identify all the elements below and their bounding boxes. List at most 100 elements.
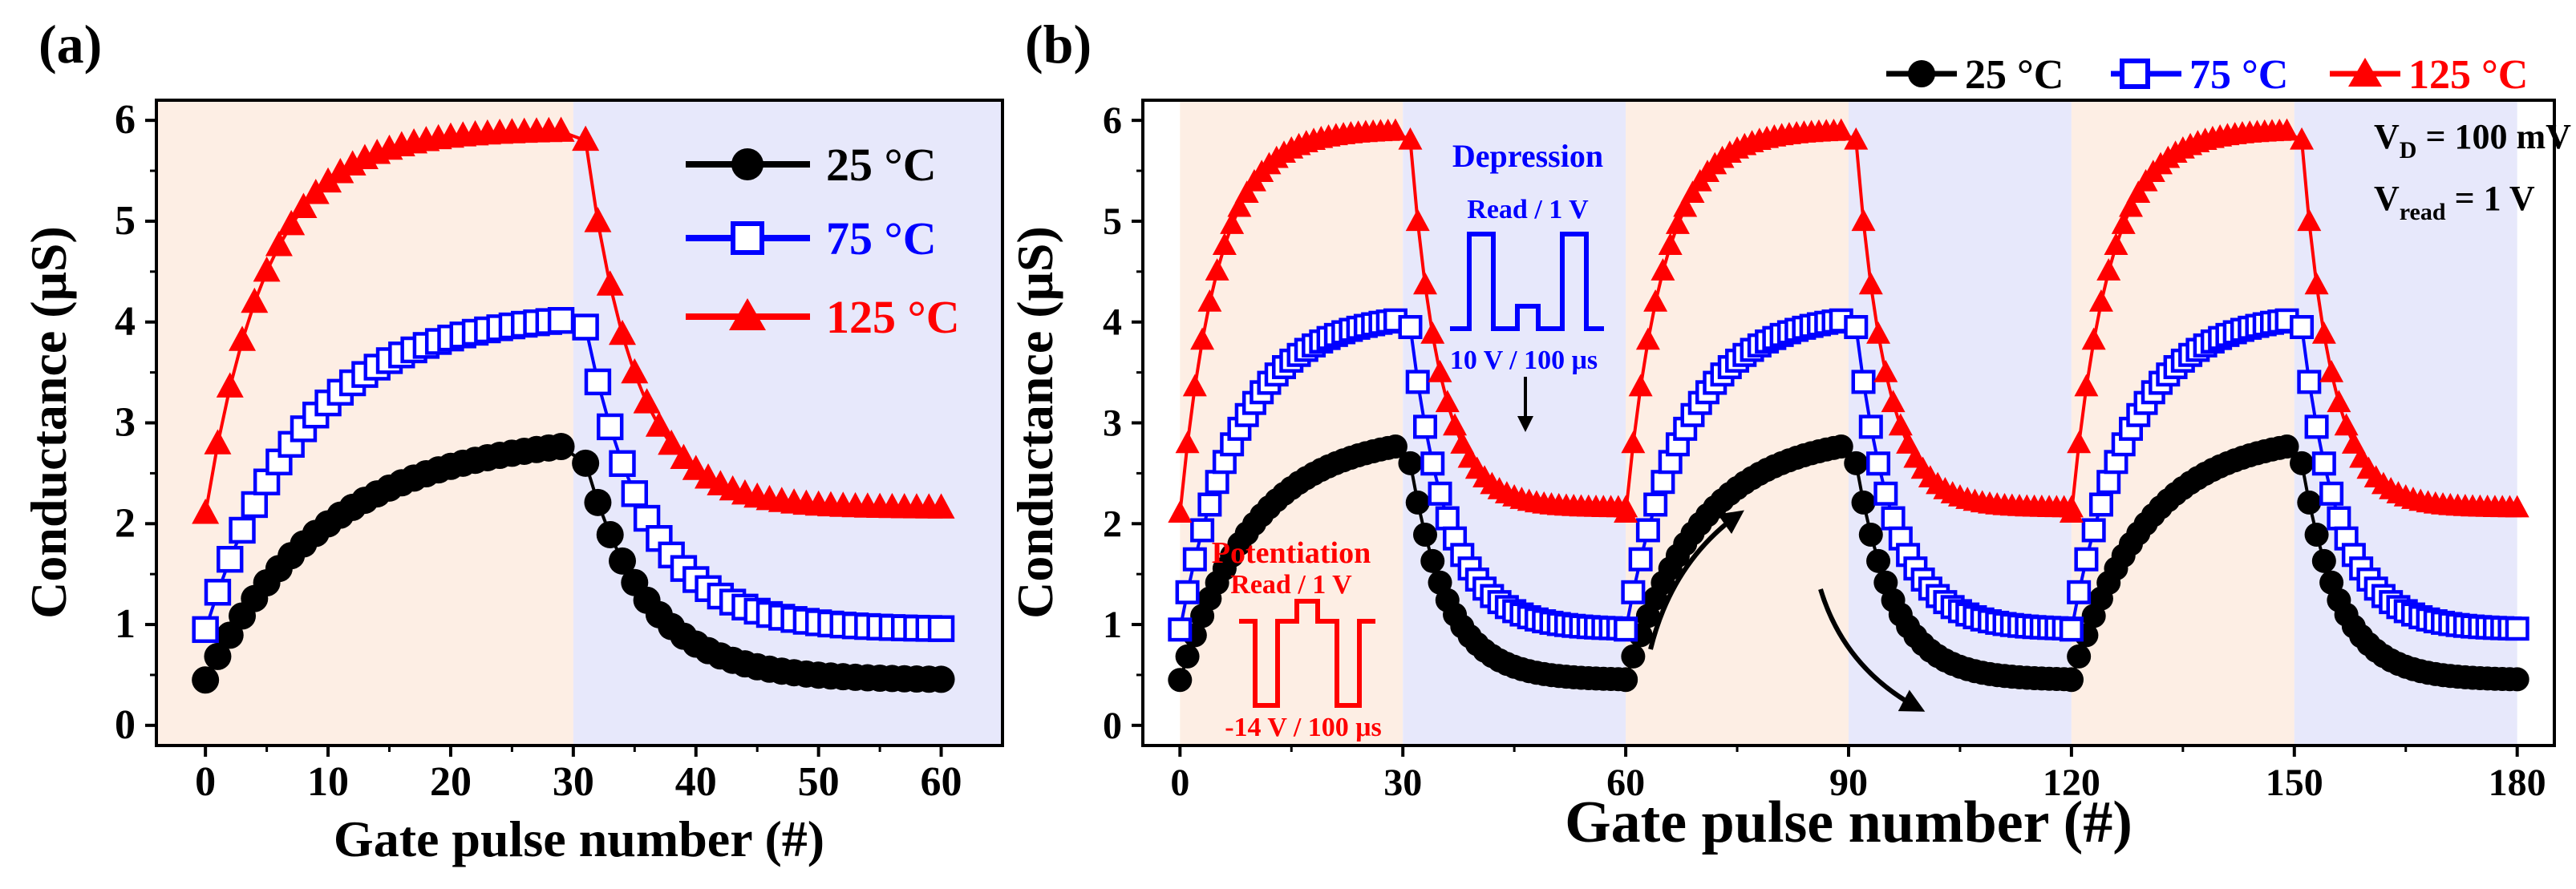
b-point-75 bbox=[1643, 492, 1668, 517]
b-region-potentiation bbox=[1180, 100, 1403, 746]
b-point-25 bbox=[1614, 668, 1638, 693]
y-tick-label: 5 bbox=[1103, 200, 1122, 243]
legend-marker-125 bbox=[729, 298, 766, 330]
b-point-75 bbox=[1614, 617, 1638, 642]
b-point-125 bbox=[1168, 500, 1193, 523]
b-point-125 bbox=[1680, 180, 1705, 203]
b-point-25 bbox=[2304, 522, 2329, 547]
x-tick-label: 120 bbox=[2043, 762, 2100, 804]
a-point-125 bbox=[645, 411, 673, 437]
b-point-125 bbox=[1197, 289, 1222, 312]
y-tick-label: 6 bbox=[1103, 99, 1122, 142]
b-point-75 bbox=[1428, 481, 1452, 506]
b-point-125 bbox=[1443, 413, 1468, 436]
b-point-125 bbox=[1405, 208, 1430, 232]
b-point-125 bbox=[1450, 431, 1475, 454]
legend-entry-75: 75 °C bbox=[686, 212, 937, 265]
b-point-75 bbox=[1858, 414, 1883, 439]
b-point-25 bbox=[2067, 644, 2092, 669]
b-point-125 bbox=[1651, 258, 1675, 281]
b-point-25 bbox=[1621, 644, 1646, 669]
b-point-125 bbox=[1881, 390, 1906, 413]
a-point-75 bbox=[621, 480, 649, 507]
b-point-125 bbox=[1829, 118, 1853, 141]
legend-marker-25 bbox=[731, 148, 763, 180]
a-point-125 bbox=[241, 287, 269, 313]
panel-b: 0 30 60 90 120 150 180 0 1 2 3 4 5 6 (b) Gate pulse n… bbox=[1007, 14, 2571, 855]
b-point-25 bbox=[1851, 490, 1876, 515]
panel-a: 0 10 20 30 40 50 60 0 1 2 3 4 5 6 (a) Gate pulse numb… bbox=[20, 14, 1004, 867]
b-point-125 bbox=[2067, 430, 2092, 454]
b-point-125 bbox=[1851, 208, 1876, 232]
b-point-125 bbox=[1858, 272, 1883, 295]
panel-b-xlabel: Gate pulse number (#) bbox=[1565, 790, 2132, 855]
y-tick-label: 3 bbox=[115, 400, 136, 446]
x-tick-label: 90 bbox=[1829, 762, 1868, 804]
b-point-25 bbox=[1866, 548, 1891, 573]
b-point-75 bbox=[1168, 617, 1193, 642]
potentiation-inset: Potentiation Read / 1 V -14 V / 100 μs bbox=[1212, 536, 1382, 742]
b-point-125 bbox=[1413, 272, 1437, 295]
panel-a-label: (a) bbox=[38, 14, 102, 75]
x-tick-label: 30 bbox=[553, 759, 594, 805]
b-point-75 bbox=[2096, 470, 2121, 495]
b-point-125 bbox=[2088, 289, 2113, 312]
y-tick-label: 0 bbox=[115, 702, 136, 748]
b-point-125 bbox=[1383, 118, 1407, 141]
b-point-125 bbox=[2274, 118, 2299, 141]
b-point-75 bbox=[1435, 506, 1460, 531]
a-point-125 bbox=[265, 230, 293, 257]
a-point-125 bbox=[216, 372, 244, 398]
b-point-75 bbox=[1873, 481, 1898, 506]
b-point-125 bbox=[2334, 413, 2359, 436]
x-tick-label: 50 bbox=[798, 759, 840, 805]
x-tick-label: 20 bbox=[430, 759, 472, 805]
a-point-125 bbox=[621, 358, 649, 384]
a-point-125 bbox=[633, 388, 661, 414]
depression-waveform bbox=[1450, 232, 1604, 331]
depression-inset: Depression Read / 1 V 10 V / 100 μs bbox=[1450, 138, 1604, 432]
b-point-125 bbox=[1234, 180, 1259, 203]
b-point-75 bbox=[1205, 470, 1229, 495]
b-point-25 bbox=[2059, 668, 2084, 693]
y-tick-label: 6 bbox=[115, 97, 136, 143]
y-tick-label: 2 bbox=[115, 500, 136, 546]
x-tick-label: 40 bbox=[675, 759, 717, 805]
b-point-125 bbox=[1844, 127, 1869, 150]
a-point-75 bbox=[547, 306, 575, 334]
b-point-125 bbox=[2096, 258, 2121, 281]
panel-b-series bbox=[1168, 118, 2529, 693]
b-point-75 bbox=[1405, 370, 1430, 394]
b-point-75 bbox=[1420, 451, 1445, 476]
potentiation-pulse-label: -14 V / 100 μs bbox=[1225, 713, 1382, 742]
b-point-125 bbox=[1873, 360, 1898, 382]
b-point-125 bbox=[2297, 208, 2322, 232]
b-point-75 bbox=[2505, 616, 2529, 641]
b-point-125 bbox=[1888, 413, 1913, 436]
a-region-depression bbox=[573, 100, 1002, 746]
a-point-25 bbox=[204, 642, 232, 670]
b-point-125 bbox=[1205, 258, 1229, 281]
a-point-25 bbox=[596, 520, 624, 548]
a-point-75 bbox=[584, 368, 612, 396]
a-point-75 bbox=[229, 516, 256, 544]
x-tick-label: 0 bbox=[1170, 762, 1189, 804]
x-tick-label: 30 bbox=[1383, 762, 1422, 804]
b-point-125 bbox=[1628, 374, 1653, 397]
panel-a-frame bbox=[155, 99, 1004, 747]
b-point-25 bbox=[2290, 451, 2315, 475]
b-point-75 bbox=[1881, 506, 1906, 531]
a-point-25 bbox=[192, 666, 220, 694]
b-point-125 bbox=[1614, 500, 1638, 523]
x-tick-label: 60 bbox=[1606, 762, 1645, 804]
a-point-125 bbox=[658, 429, 686, 455]
b-point-25 bbox=[1844, 451, 1869, 475]
b-point-125 bbox=[2074, 374, 2099, 397]
b-point-75 bbox=[1621, 580, 1646, 604]
b-point-25 bbox=[1175, 644, 1200, 669]
a-point-25 bbox=[584, 488, 612, 516]
b-point-75 bbox=[2327, 506, 2351, 531]
a-point-125 bbox=[204, 429, 232, 455]
potentiation-waveform bbox=[1239, 599, 1375, 708]
a-point-125 bbox=[596, 270, 624, 296]
